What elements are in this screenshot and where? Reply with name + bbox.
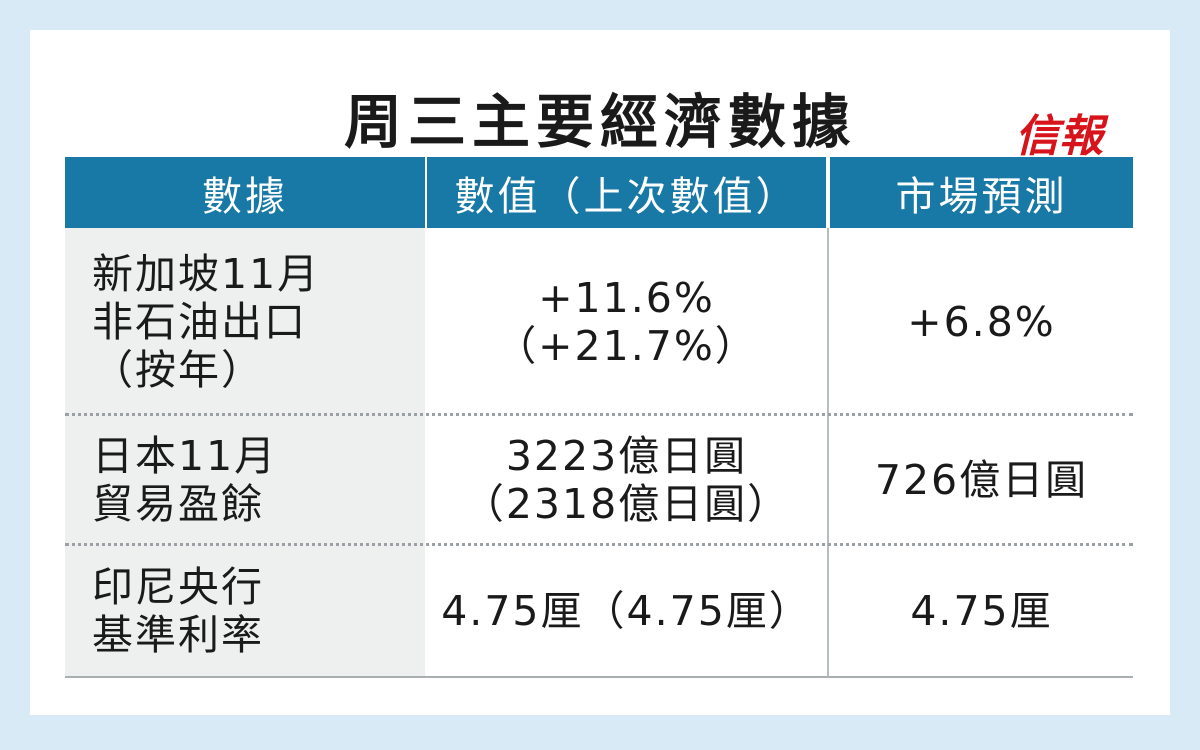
table-cell: +6.8% bbox=[830, 228, 1133, 415]
title: 周三主要經濟數據 bbox=[343, 88, 856, 156]
column-divider bbox=[827, 228, 829, 415]
column-divider bbox=[827, 545, 829, 677]
row-divider bbox=[65, 543, 1133, 546]
cell-line: 基準利率 bbox=[92, 611, 264, 659]
cell-line: 新加坡11月 bbox=[92, 249, 321, 298]
header-cell: 市場預測 bbox=[830, 157, 1133, 228]
cell-line: +6.8% bbox=[907, 297, 1056, 346]
header-cell: 數據 bbox=[65, 157, 425, 228]
table-bottom-rule bbox=[65, 676, 1133, 678]
cell-line: 4.75厘（4.75厘） bbox=[441, 587, 812, 635]
row-label-bg bbox=[65, 228, 425, 415]
column-divider bbox=[827, 415, 829, 545]
table-cell: +11.6% （+21.7%） bbox=[427, 228, 826, 415]
cell-line: +11.6% bbox=[538, 273, 715, 322]
cell-line: 非石油出口 bbox=[92, 297, 307, 346]
row-label-bg bbox=[65, 545, 425, 677]
cell-line: 貿易盈餘 bbox=[92, 480, 264, 528]
cell-line: 印尼央行 bbox=[92, 563, 264, 611]
cell-line: 3223億日圓 bbox=[505, 432, 748, 480]
cell-line: 日本11月 bbox=[92, 432, 278, 480]
cell-line: 726億日圓 bbox=[874, 456, 1089, 504]
row-divider bbox=[65, 413, 1133, 416]
table-cell: 3223億日圓 （2318億日圓） bbox=[427, 415, 826, 545]
table-cell: 新加坡11月 非石油出口 （按年） bbox=[65, 228, 425, 415]
table-cell: 日本11月 貿易盈餘 bbox=[65, 415, 425, 545]
logo: 信報 bbox=[1015, 111, 1103, 162]
cell-line: （按年） bbox=[92, 345, 264, 394]
header-cell: 數值（上次數值） bbox=[427, 157, 826, 228]
cell-line: （+21.7%） bbox=[495, 321, 758, 370]
table-cell: 4.75厘（4.75厘） bbox=[427, 545, 826, 677]
cell-line: 4.75厘 bbox=[910, 587, 1053, 635]
table-cell: 726億日圓 bbox=[830, 415, 1133, 545]
table-cell: 印尼央行 基準利率 bbox=[65, 545, 425, 677]
row-label-bg bbox=[65, 415, 425, 545]
cell-line: （2318億日圓） bbox=[462, 480, 791, 528]
table-cell: 4.75厘 bbox=[830, 545, 1133, 677]
